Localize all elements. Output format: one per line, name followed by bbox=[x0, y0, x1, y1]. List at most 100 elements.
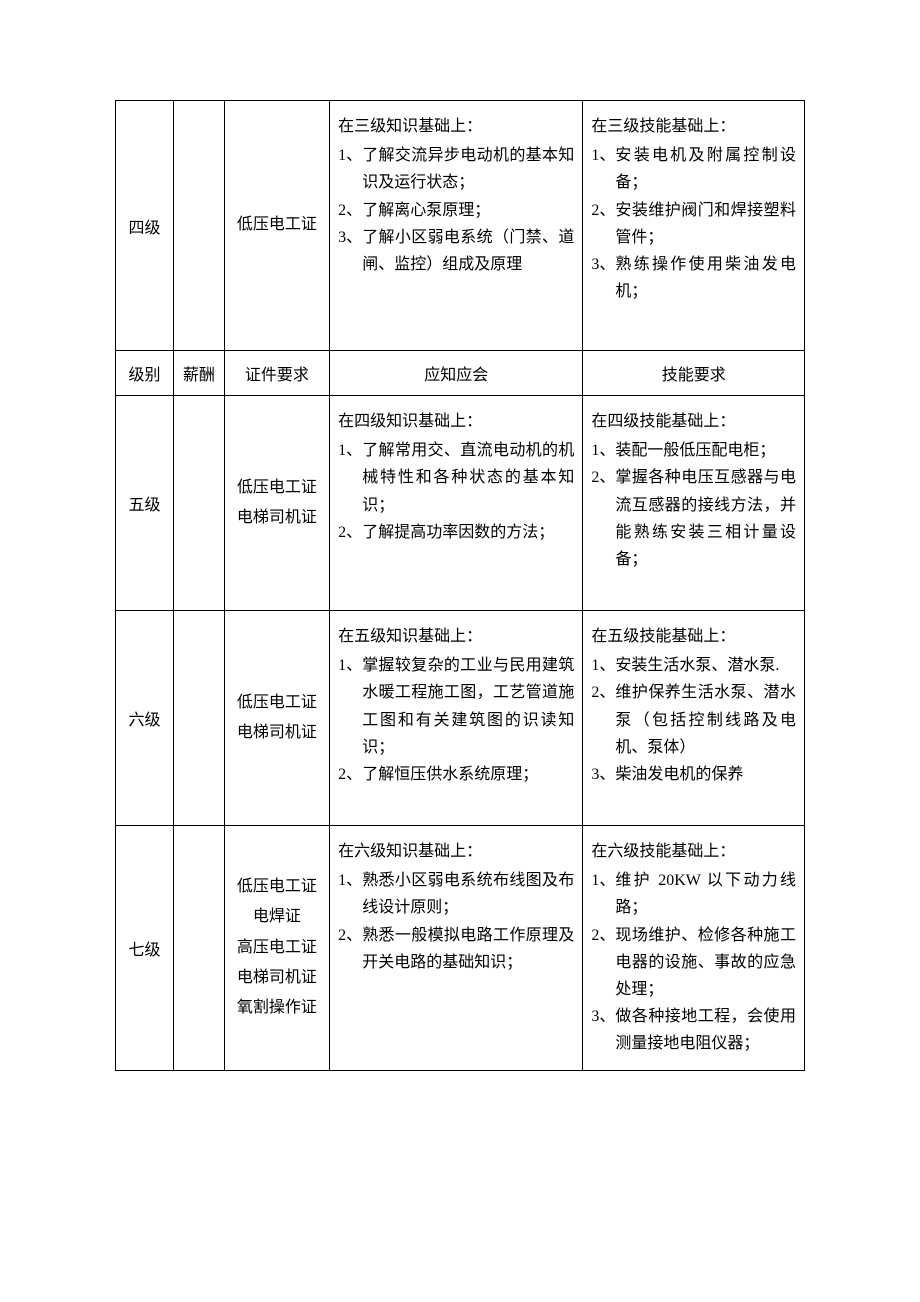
skill-item: 3、柴油发电机的保养 bbox=[591, 761, 796, 788]
knowledge-item: 2、了解离心泵原理； bbox=[338, 197, 574, 224]
knowledge-item: 2、了解提高功率因数的方法； bbox=[338, 519, 574, 546]
knowledge-cell: 在四级知识基础上：1、了解常用交、直流电动机的机械特性和各种状态的基本知识；2、… bbox=[330, 396, 583, 611]
knowledge-item: 2、了解恒压供水系统原理； bbox=[338, 761, 574, 788]
header-knowledge: 应知应会 bbox=[330, 351, 583, 396]
list-number: 2、 bbox=[591, 464, 615, 491]
cert-cell: 低压电工证电梯司机证 bbox=[224, 396, 330, 611]
cert-line: 低压电工证 bbox=[231, 473, 324, 503]
knowledge-item: 1、了解交流异步电动机的基本知识及运行状态； bbox=[338, 142, 574, 196]
list-text: 安装生活水泵、潜水泵. bbox=[615, 652, 779, 679]
knowledge-intro: 在六级知识基础上： bbox=[338, 838, 574, 865]
skill-intro: 在六级技能基础上： bbox=[591, 838, 796, 865]
skill-intro: 在四级技能基础上： bbox=[591, 408, 796, 435]
table-row: 六级低压电工证电梯司机证在五级知识基础上：1、掌握较复杂的工业与民用建筑水暖工程… bbox=[116, 611, 805, 826]
salary-cell bbox=[174, 396, 225, 611]
knowledge-item: 2、熟悉一般模拟电路工作原理及开关电路的基础知识； bbox=[338, 922, 574, 976]
knowledge-item: 1、了解常用交、直流电动机的机械特性和各种状态的基本知识； bbox=[338, 437, 574, 519]
list-number: 3、 bbox=[591, 251, 615, 278]
list-text: 了解交流异步电动机的基本知识及运行状态； bbox=[362, 142, 574, 196]
knowledge-intro: 在四级知识基础上： bbox=[338, 408, 574, 435]
table-row: 七级低压电工证电焊证高压电工证电梯司机证氧割操作证在六级知识基础上：1、熟悉小区… bbox=[116, 826, 805, 1071]
list-text: 掌握较复杂的工业与民用建筑水暖工程施工图，工艺管道施工图和有关建筑图的识读知识； bbox=[362, 652, 574, 761]
list-number: 2、 bbox=[591, 197, 615, 224]
salary-cell bbox=[174, 101, 225, 351]
list-number: 2、 bbox=[338, 519, 362, 546]
list-number: 1、 bbox=[338, 867, 362, 894]
list-number: 1、 bbox=[591, 867, 615, 894]
list-text: 装配一般低压配电柜； bbox=[615, 437, 775, 464]
list-text: 熟悉一般模拟电路工作原理及开关电路的基础知识； bbox=[362, 922, 574, 976]
cert-line: 电梯司机证 bbox=[231, 963, 324, 993]
skill-item: 2、掌握各种电压互感器与电流互感器的接线方法，并能熟练安装三相计量设备； bbox=[591, 464, 796, 573]
list-text: 了解恒压供水系统原理； bbox=[362, 761, 538, 788]
list-number: 3、 bbox=[591, 761, 615, 788]
list-text: 安装电机及附属控制设备； bbox=[615, 142, 796, 196]
list-text: 维护 20KW 以下动力线路； bbox=[615, 867, 796, 921]
cert-line: 电焊证 bbox=[231, 902, 324, 932]
list-text: 了解常用交、直流电动机的机械特性和各种状态的基本知识； bbox=[362, 437, 574, 519]
skill-intro: 在三级技能基础上： bbox=[591, 113, 796, 140]
list-number: 2、 bbox=[591, 922, 615, 949]
knowledge-intro: 在五级知识基础上： bbox=[338, 623, 574, 650]
list-number: 2、 bbox=[591, 679, 615, 706]
skill-item: 1、安装生活水泵、潜水泵. bbox=[591, 652, 796, 679]
cert-line: 低压电工证 bbox=[231, 210, 324, 240]
list-text: 熟练操作使用柴油发电机； bbox=[615, 251, 796, 305]
header-salary: 薪酬 bbox=[174, 351, 225, 396]
list-number: 2、 bbox=[338, 922, 362, 949]
knowledge-item: 1、熟悉小区弱电系统布线图及布线设计原则； bbox=[338, 867, 574, 921]
knowledge-item: 3、了解小区弱电系统（门禁、道闸、监控）组成及原理 bbox=[338, 224, 574, 278]
list-text: 安装维护阀门和焊接塑料管件； bbox=[615, 197, 796, 251]
list-number: 1、 bbox=[338, 652, 362, 679]
list-text: 了解提高功率因数的方法； bbox=[362, 519, 554, 546]
knowledge-cell: 在六级知识基础上：1、熟悉小区弱电系统布线图及布线设计原则；2、熟悉一般模拟电路… bbox=[330, 826, 583, 1071]
header-cert: 证件要求 bbox=[224, 351, 330, 396]
skill-cell: 在六级技能基础上：1、维护 20KW 以下动力线路；2、现场维护、检修各种施工电… bbox=[583, 826, 805, 1071]
list-text: 熟悉小区弱电系统布线图及布线设计原则； bbox=[362, 867, 574, 921]
salary-cell bbox=[174, 826, 225, 1071]
level-cell: 六级 bbox=[116, 611, 174, 826]
knowledge-item: 1、掌握较复杂的工业与民用建筑水暖工程施工图，工艺管道施工图和有关建筑图的识读知… bbox=[338, 652, 574, 761]
list-number: 3、 bbox=[338, 224, 362, 251]
cert-cell: 低压电工证电焊证高压电工证电梯司机证氧割操作证 bbox=[224, 826, 330, 1071]
list-number: 1、 bbox=[591, 142, 615, 169]
list-text: 了解小区弱电系统（门禁、道闸、监控）组成及原理 bbox=[362, 224, 574, 278]
skill-item: 3、熟练操作使用柴油发电机； bbox=[591, 251, 796, 305]
skill-item: 1、装配一般低压配电柜； bbox=[591, 437, 796, 464]
table-body: 四级低压电工证在三级知识基础上：1、了解交流异步电动机的基本知识及运行状态；2、… bbox=[116, 101, 805, 1071]
table-header-row: 级别薪酬证件要求应知应会技能要求 bbox=[116, 351, 805, 396]
knowledge-intro: 在三级知识基础上： bbox=[338, 113, 574, 140]
skill-cell: 在五级技能基础上：1、安装生活水泵、潜水泵.2、维护保养生活水泵、潜水泵（包括控… bbox=[583, 611, 805, 826]
cert-line: 低压电工证 bbox=[231, 688, 324, 718]
level-cell: 七级 bbox=[116, 826, 174, 1071]
salary-cell bbox=[174, 611, 225, 826]
cert-line: 氧割操作证 bbox=[231, 993, 324, 1023]
list-number: 1、 bbox=[591, 652, 615, 679]
skill-item: 1、安装电机及附属控制设备； bbox=[591, 142, 796, 196]
skill-cell: 在四级技能基础上：1、装配一般低压配电柜；2、掌握各种电压互感器与电流互感器的接… bbox=[583, 396, 805, 611]
cert-cell: 低压电工证电梯司机证 bbox=[224, 611, 330, 826]
skill-level-table: 四级低压电工证在三级知识基础上：1、了解交流异步电动机的基本知识及运行状态；2、… bbox=[115, 100, 805, 1071]
list-text: 了解离心泵原理； bbox=[362, 197, 490, 224]
skill-item: 3、做各种接地工程，会使用测量接地电阻仪器； bbox=[591, 1003, 796, 1057]
list-number: 2、 bbox=[338, 761, 362, 788]
cert-line: 低压电工证 bbox=[231, 872, 324, 902]
knowledge-cell: 在三级知识基础上：1、了解交流异步电动机的基本知识及运行状态；2、了解离心泵原理… bbox=[330, 101, 583, 351]
list-number: 1、 bbox=[591, 437, 615, 464]
skill-intro: 在五级技能基础上： bbox=[591, 623, 796, 650]
level-cell: 四级 bbox=[116, 101, 174, 351]
table-row: 四级低压电工证在三级知识基础上：1、了解交流异步电动机的基本知识及运行状态；2、… bbox=[116, 101, 805, 351]
cert-line: 电梯司机证 bbox=[231, 503, 324, 533]
list-text: 现场维护、检修各种施工电器的设施、事故的应急处理； bbox=[615, 922, 796, 1004]
table-row: 五级低压电工证电梯司机证在四级知识基础上：1、了解常用交、直流电动机的机械特性和… bbox=[116, 396, 805, 611]
skill-item: 2、安装维护阀门和焊接塑料管件； bbox=[591, 197, 796, 251]
knowledge-cell: 在五级知识基础上：1、掌握较复杂的工业与民用建筑水暖工程施工图，工艺管道施工图和… bbox=[330, 611, 583, 826]
skill-cell: 在三级技能基础上：1、安装电机及附属控制设备；2、安装维护阀门和焊接塑料管件；3… bbox=[583, 101, 805, 351]
skill-item: 2、现场维护、检修各种施工电器的设施、事故的应急处理； bbox=[591, 922, 796, 1004]
list-number: 1、 bbox=[338, 437, 362, 464]
header-level: 级别 bbox=[116, 351, 174, 396]
level-cell: 五级 bbox=[116, 396, 174, 611]
list-text: 掌握各种电压互感器与电流互感器的接线方法，并能熟练安装三相计量设备； bbox=[615, 464, 796, 573]
cert-cell: 低压电工证 bbox=[224, 101, 330, 351]
list-text: 维护保养生活水泵、潜水泵（包括控制线路及电机、泵体） bbox=[615, 679, 796, 761]
